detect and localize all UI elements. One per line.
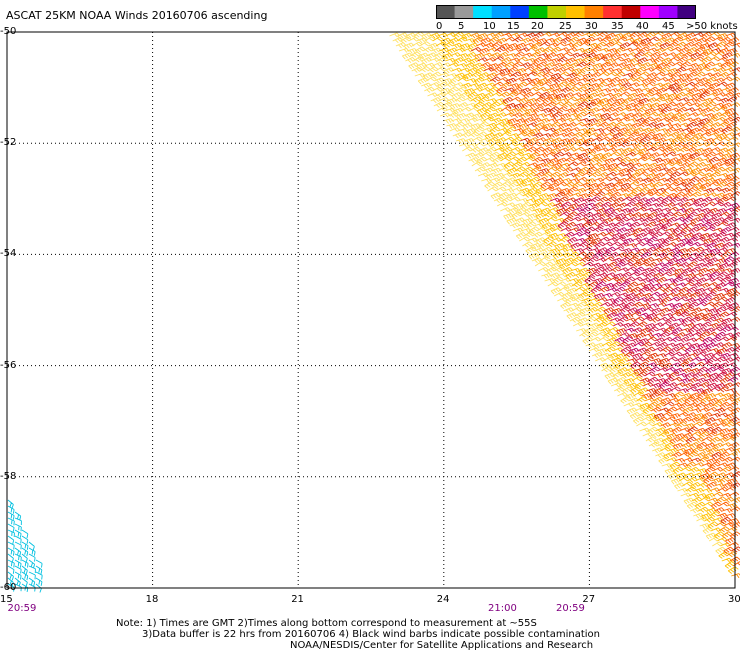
note-line-3: NOAA/NESDIS/Center for Satellite Applica… xyxy=(290,640,593,651)
time-label: 20:59 xyxy=(8,603,37,614)
wind-barbs-layer xyxy=(8,32,740,593)
lat-tick-label: -52 xyxy=(0,137,16,148)
lat-tick-label: -56 xyxy=(0,360,16,371)
lat-tick-label: -58 xyxy=(0,471,16,482)
lat-tick-label: -50 xyxy=(0,26,16,37)
wind-map-plot xyxy=(0,0,740,600)
lon-tick-label: 21 xyxy=(291,594,304,605)
lon-tick-label: 30 xyxy=(728,594,740,605)
note-line-1: Note: 1) Times are GMT 2)Times along bot… xyxy=(116,618,537,629)
time-label: 20:59 xyxy=(556,603,585,614)
corner-wind-barbs xyxy=(8,500,42,593)
lat-tick-label: -60 xyxy=(0,582,16,593)
note-line-2: 3)Data buffer is 22 hrs from 20160706 4)… xyxy=(142,629,600,640)
lat-tick-label: -54 xyxy=(0,248,16,259)
time-label: 21:00 xyxy=(488,603,517,614)
lon-tick-label: 24 xyxy=(437,594,450,605)
lon-tick-label: 18 xyxy=(146,594,159,605)
